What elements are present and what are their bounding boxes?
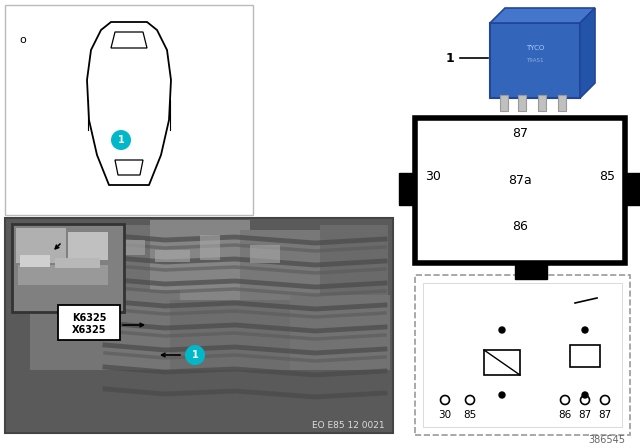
Bar — [30, 235, 110, 290]
Bar — [55, 258, 100, 268]
Circle shape — [582, 392, 588, 398]
Text: 87a: 87a — [508, 173, 532, 186]
Bar — [515, 263, 547, 279]
Polygon shape — [87, 22, 171, 185]
Polygon shape — [111, 32, 147, 48]
Circle shape — [499, 392, 505, 398]
Bar — [100, 225, 160, 290]
Circle shape — [465, 396, 474, 405]
Bar — [16, 228, 66, 263]
Polygon shape — [580, 8, 595, 98]
Text: 1: 1 — [445, 52, 454, 65]
Bar — [18, 265, 108, 285]
Circle shape — [440, 396, 449, 405]
Text: o: o — [20, 35, 26, 45]
Bar — [415, 118, 625, 263]
Bar — [558, 95, 566, 111]
Bar — [250, 245, 280, 263]
Bar — [518, 95, 526, 111]
Bar — [240, 230, 330, 300]
Circle shape — [582, 327, 588, 333]
Text: 85: 85 — [599, 169, 615, 182]
Bar — [170, 300, 300, 370]
Text: 30: 30 — [425, 169, 441, 182]
Bar — [423, 283, 622, 427]
Text: X6325: X6325 — [72, 325, 106, 335]
Bar — [290, 295, 390, 370]
Text: 1: 1 — [118, 135, 124, 145]
Bar — [155, 250, 190, 262]
Text: 85: 85 — [463, 410, 477, 420]
Bar — [5, 5, 253, 215]
Text: 86: 86 — [512, 220, 528, 233]
Bar — [200, 235, 220, 260]
Bar — [120, 240, 145, 255]
Bar — [320, 225, 388, 305]
Circle shape — [185, 345, 205, 365]
Polygon shape — [115, 160, 143, 175]
Bar — [68, 232, 108, 260]
Text: 87: 87 — [598, 410, 612, 420]
Text: 87: 87 — [579, 410, 591, 420]
Text: 386545: 386545 — [588, 435, 625, 445]
Text: 87: 87 — [512, 126, 528, 139]
Bar — [30, 290, 180, 370]
Text: K6325: K6325 — [72, 313, 106, 323]
Circle shape — [561, 396, 570, 405]
Bar — [415, 275, 630, 435]
Bar — [399, 173, 415, 205]
Text: 1: 1 — [191, 350, 198, 360]
Bar — [5, 218, 393, 433]
Bar — [570, 345, 600, 367]
Bar — [500, 95, 508, 111]
Bar — [625, 173, 640, 205]
Bar — [58, 305, 120, 340]
Text: T9AS1: T9AS1 — [526, 57, 544, 63]
Circle shape — [111, 130, 131, 150]
Polygon shape — [490, 8, 595, 23]
Text: 30: 30 — [438, 410, 452, 420]
Bar — [484, 350, 520, 375]
Bar — [150, 220, 250, 300]
Text: EO E85 12 0021: EO E85 12 0021 — [312, 421, 385, 430]
Bar — [12, 224, 124, 312]
Bar — [490, 23, 580, 98]
Bar — [538, 95, 546, 111]
Bar — [20, 255, 50, 267]
Circle shape — [580, 396, 589, 405]
Circle shape — [499, 327, 505, 333]
Circle shape — [600, 396, 609, 405]
Text: TYCO: TYCO — [526, 45, 544, 51]
Text: 86: 86 — [558, 410, 572, 420]
